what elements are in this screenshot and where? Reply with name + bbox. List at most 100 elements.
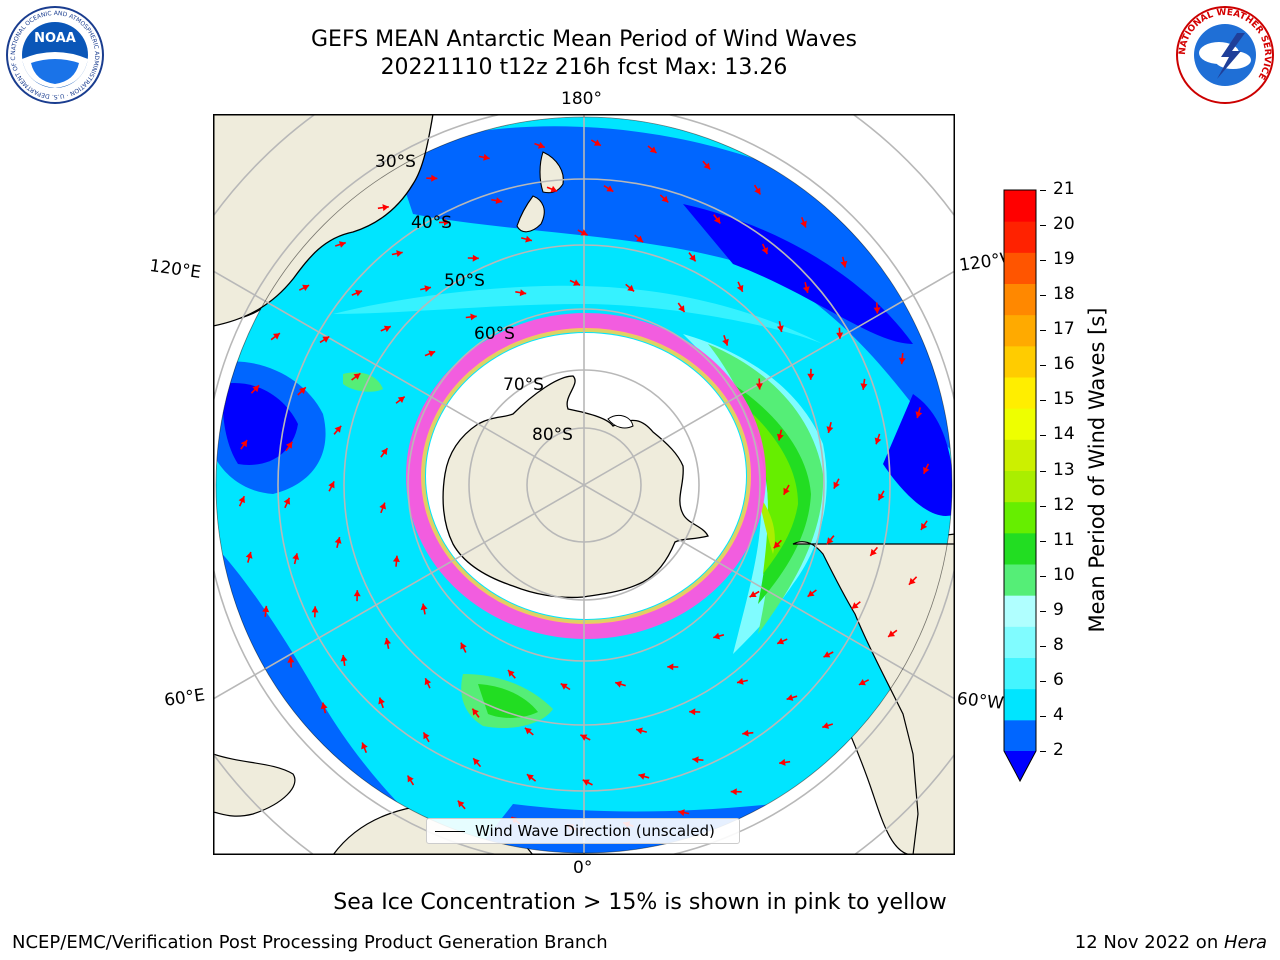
lat-label-50s: 50°S	[444, 271, 485, 291]
wind-wave-arrow-head	[783, 487, 790, 495]
map-legend: Wind Wave Direction (unscaled)	[426, 818, 740, 844]
chart-title: GEFS MEAN Antarctic Mean Period of Wind …	[311, 27, 857, 52]
wind-wave-arrow-head	[730, 788, 737, 796]
wind-wave-arrow-head	[299, 387, 306, 394]
colorbar-tick-label: 2	[1053, 740, 1064, 760]
wind-wave-arrow-head	[420, 603, 428, 611]
wind-wave-arrow-head	[777, 325, 784, 332]
wind-wave-arrow-head	[460, 642, 467, 650]
wind-wave-arrow-head	[898, 357, 906, 365]
wind-wave-arrow-head	[737, 678, 744, 685]
graticule	[213, 114, 955, 855]
colorbar-tick-mark	[1040, 680, 1046, 682]
wind-wave-arrow-head	[525, 235, 532, 243]
lat-label-70s: 70°S	[503, 375, 544, 395]
wind-wave-arrow-head	[550, 185, 558, 193]
colorbar-tick-mark	[1040, 575, 1046, 577]
wind-wave-arrow-head	[713, 216, 721, 224]
colorbar-segment	[1004, 221, 1036, 253]
colorbar-segment	[1004, 564, 1036, 596]
footer-date-text: 12 Nov 2022 on	[1074, 932, 1224, 953]
wind-wave-arrow-head	[786, 694, 794, 701]
colorbar-segment	[1004, 626, 1036, 658]
wind-wave-arrow-head	[537, 142, 545, 149]
colorbar-segment	[1004, 283, 1036, 316]
wind-wave-arrow-head	[424, 678, 432, 686]
wind-wave-arrow-head	[667, 663, 674, 671]
wind-wave-arrow-head	[627, 284, 635, 292]
wind-wave-arrow-head	[423, 732, 430, 740]
wind-wave-arrow-head	[407, 775, 414, 783]
wind-wave-arrow-head	[238, 496, 245, 504]
wind-wave-arrow-head	[508, 670, 515, 677]
wind-wave-arrow-head	[353, 590, 361, 597]
wind-wave-arrow-head	[678, 305, 685, 313]
colorbar-segment	[1004, 190, 1036, 222]
colorbar	[1003, 189, 1037, 783]
wind-wave-arrow-head	[252, 385, 260, 393]
wind-wave-arrow-head	[495, 197, 503, 204]
wind-wave-arrow-head	[524, 727, 532, 735]
wind-wave-arrow-head	[396, 250, 403, 257]
wind-wave-arrow-head	[878, 493, 885, 501]
lon-label-0: 0°	[573, 858, 593, 878]
colorbar-segment	[1004, 345, 1036, 378]
wind-wave-arrow-head	[382, 204, 389, 212]
wind-wave-arrow-head	[800, 220, 807, 228]
chart-subtitle: 20221110 t12z 216h fcst Max: 13.26	[380, 55, 788, 80]
colorbar-tick-mark	[1040, 225, 1046, 227]
wind-wave-arrow-head	[457, 800, 465, 808]
colorbar-tick-label: 4	[1053, 704, 1064, 725]
wind-wave-arrow-head	[860, 383, 868, 390]
sea-ice-note: Sea Ice Concentration > 15% is shown in …	[333, 890, 947, 915]
wind-wave-arrow-head	[833, 481, 840, 489]
colorbar-tick-mark	[1040, 540, 1046, 542]
colorbar-tick-label: 20	[1053, 214, 1075, 235]
wind-wave-arrow-head	[606, 185, 614, 192]
wind-wave-arrow-head	[334, 537, 342, 544]
wind-wave-arrow-head	[840, 260, 848, 268]
colorbar-segment	[1004, 408, 1036, 440]
wind-wave-arrow-head	[519, 289, 527, 297]
wind-wave-arrow-head	[678, 809, 685, 817]
wind-wave-arrow-head	[826, 537, 834, 545]
colorbar-segment	[1004, 532, 1036, 565]
wind-wave-arrow-head	[424, 285, 431, 292]
wind-wave-arrow-head	[381, 448, 388, 456]
wind-wave-arrow-head	[338, 241, 346, 248]
wind-wave-arrow-head	[311, 606, 319, 613]
colorbar-segment	[1004, 719, 1036, 752]
lat-label-80s: 80°S	[532, 425, 573, 445]
colorbar-segment	[1004, 501, 1036, 534]
colorbar-tick-mark	[1040, 751, 1046, 752]
colorbar-tick-mark	[1040, 260, 1046, 262]
wind-wave-arrow-head	[736, 284, 744, 292]
colorbar-tick-label: 12	[1053, 494, 1075, 515]
wind-wave-arrow-head	[245, 552, 253, 559]
colorbar-tick-label: 17	[1053, 319, 1075, 340]
wind-wave-arrow-head	[384, 638, 391, 645]
colorbar-tick-label: 14	[1053, 424, 1075, 445]
wind-wave-arrow-head	[822, 722, 830, 729]
lat-label-60s: 60°S	[474, 324, 515, 344]
wind-wave-arrow-head	[334, 425, 342, 433]
noaa-logo: NATIONAL OCEANIC AND ATMOSPHERIC ADMINIS…	[5, 5, 104, 104]
wind-wave-arrow-head	[472, 254, 479, 262]
wind-wave-arrow-head	[287, 656, 295, 663]
colorbar-segment	[1004, 595, 1036, 627]
colorbar-tick-mark	[1040, 610, 1046, 612]
wind-wave-arrow-head	[802, 286, 810, 293]
colorbar-label: Mean Period of Wind Waves [s]	[1085, 307, 1109, 633]
colorbar-outline	[1003, 189, 1037, 783]
footer-date: 12 Nov 2022 on Hera	[1075, 932, 1267, 953]
wind-wave-arrow-head	[383, 325, 391, 333]
colorbar-segment	[1004, 439, 1036, 471]
legend-label: Wind Wave Direction (unscaled)	[475, 822, 715, 840]
wind-wave-arrow-head	[807, 373, 815, 380]
wind-wave-arrow-head	[240, 440, 248, 448]
wind-wave-arrow-head	[593, 139, 601, 146]
wind-wave-arrow-head	[807, 590, 815, 597]
colorbar-segment	[1004, 377, 1036, 409]
wind-wave-arrow-head	[283, 497, 291, 505]
wind-wave-arrow-head	[582, 779, 590, 786]
